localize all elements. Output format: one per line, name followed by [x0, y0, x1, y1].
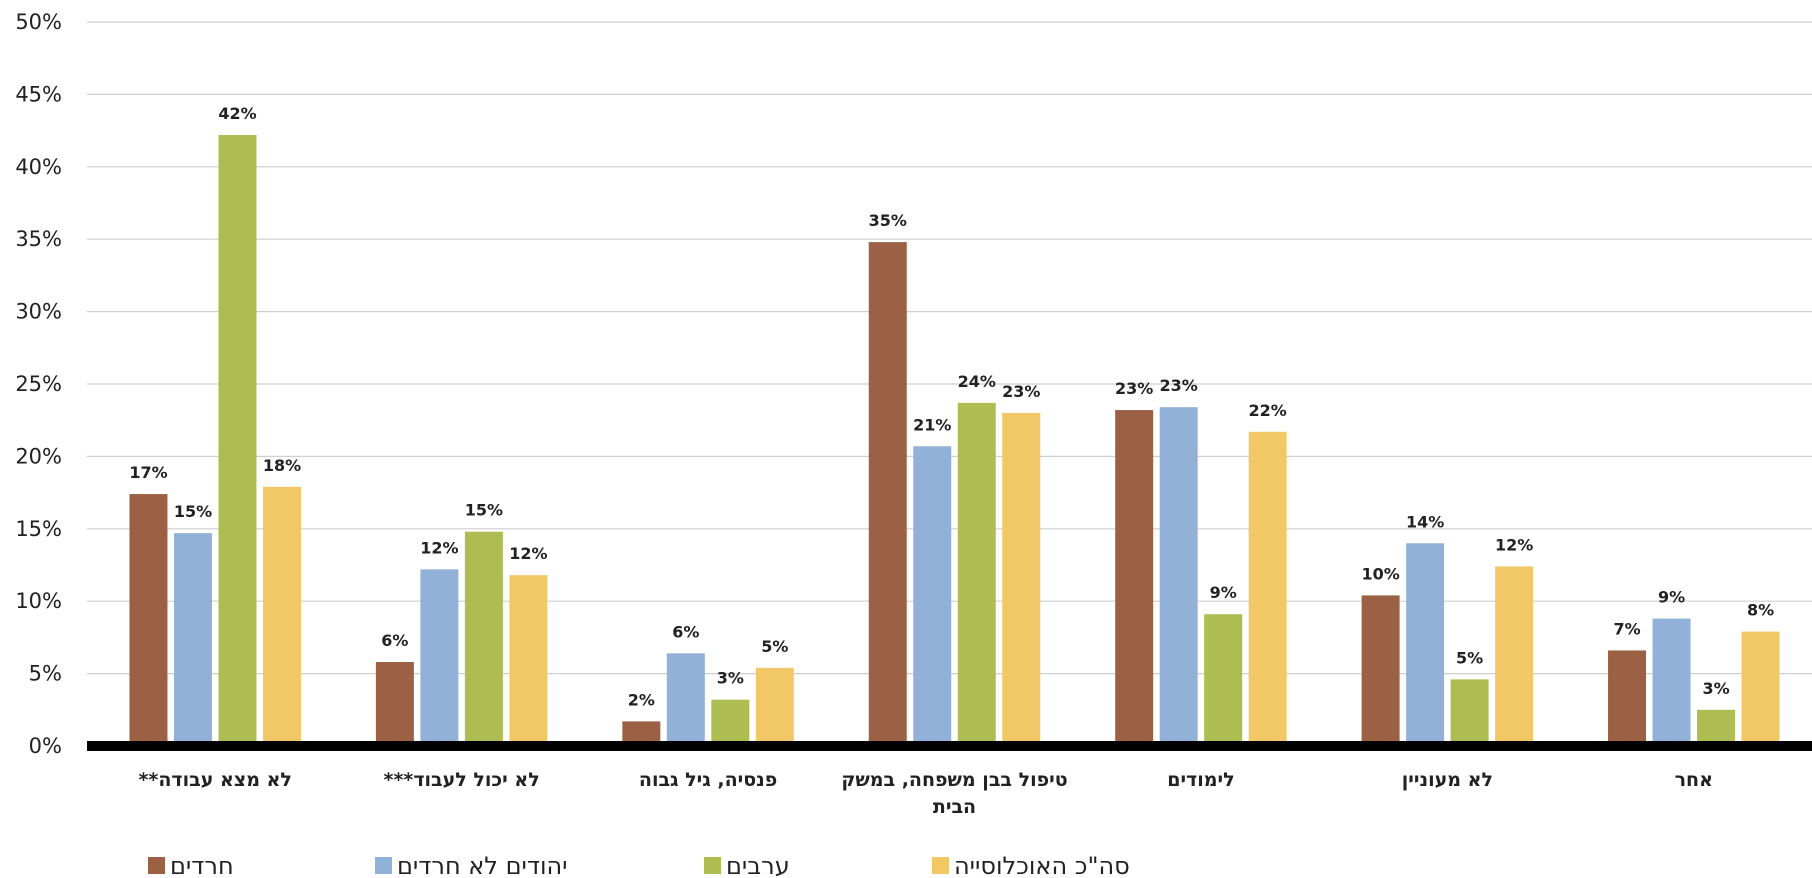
y-tick-label: 5%	[29, 662, 62, 686]
bar	[666, 653, 705, 746]
bar	[262, 486, 301, 746]
data-label: 35%	[869, 211, 907, 230]
data-label: 17%	[129, 463, 167, 482]
bar	[129, 494, 168, 746]
data-labels: 17% 15% 42% 18% 6% 12% 15% 12% 2% 6% 3% 5% 35% 21% 24%…	[129, 104, 1774, 709]
data-label: 42%	[218, 104, 256, 123]
x-category-label: טיפול בבן משפחה, במשק הבית	[841, 769, 1067, 818]
bar	[1204, 614, 1243, 746]
y-tick-label: 15%	[15, 517, 62, 541]
data-label: 15%	[174, 502, 212, 521]
gridlines	[87, 21, 1812, 675]
x-category-label: אחר	[1675, 769, 1713, 791]
legend-swatch	[704, 857, 721, 874]
bar	[509, 575, 548, 746]
y-tick-label: 20%	[15, 444, 62, 468]
bar	[1450, 679, 1489, 746]
bar	[1361, 595, 1400, 746]
data-label: 14%	[1406, 512, 1444, 531]
data-label: 5%	[1456, 648, 1483, 667]
y-tick-label: 45%	[15, 82, 62, 106]
data-label: 23%	[1115, 379, 1153, 398]
legend-swatch	[375, 857, 392, 874]
bar	[1608, 650, 1647, 746]
data-label: 12%	[509, 544, 547, 563]
data-label: 10%	[1361, 564, 1399, 583]
data-label: 24%	[958, 372, 996, 391]
data-label: 2%	[628, 690, 655, 709]
data-label: 6%	[672, 622, 699, 641]
legend-item: יהודים לא חרדים	[375, 852, 568, 878]
bar	[218, 134, 257, 747]
bar	[173, 533, 212, 746]
data-label: 9%	[1658, 588, 1685, 607]
bar	[1652, 618, 1691, 746]
bar	[420, 569, 459, 746]
data-label: 23%	[1160, 376, 1198, 395]
bar	[375, 662, 414, 746]
data-label: 21%	[913, 415, 951, 434]
y-tick-label: 40%	[15, 155, 62, 179]
legend: חרדים יהודים לא חרדים ערבים סה"כ האוכלוסייה	[148, 852, 1130, 878]
legend-item: חרדים	[148, 852, 234, 878]
x-axis-categories: לא מצא עבודה** לא יכול לעבוד*** פנסיה, גיל…	[139, 769, 1713, 818]
bar	[1115, 410, 1154, 746]
data-label: 3%	[1702, 679, 1729, 698]
data-label: 12%	[420, 538, 458, 557]
bar	[1741, 631, 1780, 746]
bars	[129, 134, 1780, 747]
legend-label: יהודים לא חרדים	[397, 852, 568, 878]
legend-item: ערבים	[704, 852, 790, 878]
data-label: 22%	[1249, 401, 1287, 420]
legend-item: סה"כ האוכלוסייה	[932, 852, 1130, 878]
legend-label: ערבים	[726, 852, 790, 878]
legend-swatch	[932, 857, 949, 874]
data-label: 7%	[1613, 619, 1640, 638]
bar	[711, 699, 750, 746]
x-axis-line	[87, 741, 1812, 751]
x-category-label: לא מעוניין	[1402, 769, 1493, 791]
y-tick-label: 25%	[15, 372, 62, 396]
bar	[868, 242, 907, 746]
legend-label: חרדים	[170, 852, 234, 878]
y-tick-label: 10%	[15, 589, 62, 613]
bar	[1248, 431, 1287, 746]
x-category-label: לא מצא עבודה**	[139, 769, 292, 791]
bar	[1159, 407, 1198, 746]
bar	[957, 402, 996, 746]
bar	[464, 531, 503, 746]
bar	[1697, 709, 1736, 746]
data-label: 15%	[465, 501, 503, 520]
bar	[913, 446, 952, 746]
y-tick-label: 35%	[15, 227, 62, 251]
bar	[755, 667, 794, 746]
data-label: 18%	[263, 456, 301, 475]
data-label: 5%	[761, 637, 788, 656]
x-category-label: לימודים	[1167, 769, 1234, 791]
x-category-label: פנסיה, גיל גבוה	[639, 769, 777, 791]
y-tick-label: 0%	[29, 734, 62, 758]
data-label: 6%	[381, 631, 408, 650]
x-axis	[87, 741, 1812, 751]
y-axis-ticks: 0% 5% 10% 15% 20% 25% 30% 35% 40% 45% 50%	[15, 10, 62, 758]
bar	[1002, 412, 1041, 746]
legend-swatch	[148, 857, 165, 874]
x-category-label: לא יכול לעבוד***	[384, 769, 540, 791]
data-label: 3%	[717, 669, 744, 688]
data-label: 12%	[1495, 535, 1533, 554]
y-tick-label: 30%	[15, 300, 62, 324]
data-label: 8%	[1747, 601, 1774, 620]
data-label: 9%	[1210, 583, 1237, 602]
bar	[1495, 566, 1534, 746]
data-label: 23%	[1002, 382, 1040, 401]
legend-label: סה"כ האוכלוסייה	[954, 852, 1130, 878]
bar	[1406, 543, 1445, 746]
y-tick-label: 50%	[15, 10, 62, 34]
